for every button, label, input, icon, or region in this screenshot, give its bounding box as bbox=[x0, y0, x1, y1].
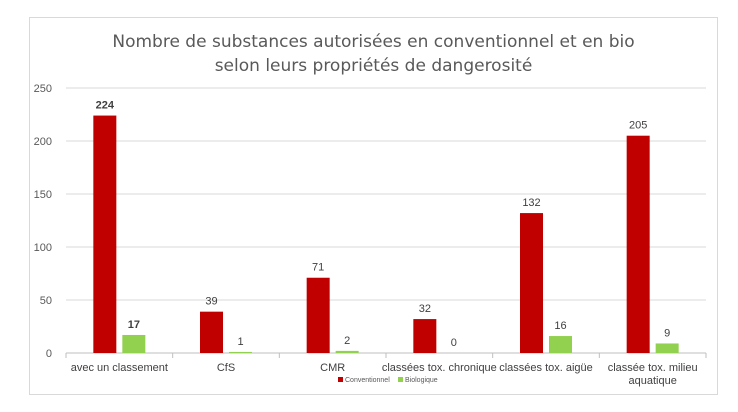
chart-frame bbox=[29, 17, 718, 395]
bar-conventionnel bbox=[626, 135, 650, 353]
category-label: avec un classement bbox=[71, 362, 168, 374]
data-label: 1 bbox=[237, 336, 243, 348]
chart-title-line-2: selon leurs propriétés de dangerosité bbox=[214, 56, 533, 76]
bar-conventionnel bbox=[306, 277, 330, 353]
bar-biologique bbox=[549, 336, 572, 353]
legend-label: Conventionnel bbox=[345, 377, 390, 384]
bar-conventionnel bbox=[413, 319, 437, 353]
legend-swatch bbox=[398, 377, 403, 382]
category-label: CMR bbox=[320, 362, 345, 374]
category-label: aquatique bbox=[629, 375, 677, 387]
category-label: classées tox. aigüe bbox=[499, 362, 593, 374]
y-tick-label: 50 bbox=[40, 295, 52, 307]
bar-conventionnel bbox=[93, 115, 117, 353]
y-tick-label: 250 bbox=[34, 83, 52, 95]
data-label: 71 bbox=[312, 262, 324, 274]
data-label: 132 bbox=[522, 197, 540, 209]
bar-conventionnel bbox=[520, 213, 543, 353]
data-label: 16 bbox=[554, 320, 566, 332]
y-tick-label: 0 bbox=[46, 348, 52, 360]
category-label: classée tox. milieu bbox=[608, 362, 698, 374]
data-label: 32 bbox=[419, 303, 431, 315]
data-label: 224 bbox=[96, 100, 115, 112]
bar-biologique bbox=[335, 350, 359, 353]
y-tick-label: 200 bbox=[34, 136, 52, 148]
bar-biologique bbox=[655, 343, 679, 353]
chart-title-line-1: Nombre de substances autorisées en conve… bbox=[112, 32, 635, 52]
data-label: 2 bbox=[344, 335, 350, 347]
bar-biologique bbox=[122, 334, 146, 353]
category-label: classées tox. chronique bbox=[382, 362, 497, 374]
data-label: 205 bbox=[629, 120, 647, 132]
chart-title: Nombre de substances autorisées en conve… bbox=[29, 30, 718, 78]
data-label: 9 bbox=[664, 327, 670, 339]
y-tick-label: 150 bbox=[34, 189, 52, 201]
category-label: CfS bbox=[217, 362, 235, 374]
bar-conventionnel bbox=[200, 311, 223, 353]
y-tick-label: 100 bbox=[34, 242, 52, 254]
bar-biologique bbox=[229, 351, 252, 353]
data-label: 17 bbox=[128, 319, 140, 331]
data-label: 0 bbox=[451, 337, 457, 349]
legend-swatch bbox=[338, 377, 343, 382]
legend-label: Biologique bbox=[405, 377, 438, 384]
data-label: 39 bbox=[205, 296, 217, 308]
